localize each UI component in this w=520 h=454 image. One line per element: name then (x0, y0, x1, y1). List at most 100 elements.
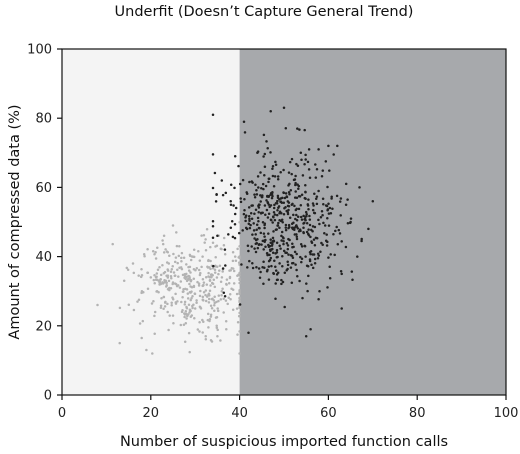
data-point (201, 295, 205, 299)
data-point (344, 245, 348, 249)
data-point (247, 331, 250, 334)
data-point (208, 319, 211, 323)
data-point (229, 183, 233, 186)
data-point (267, 180, 270, 184)
data-point (247, 214, 251, 218)
data-point (205, 295, 209, 298)
data-point (321, 169, 325, 172)
data-point (300, 193, 304, 197)
data-point (320, 209, 324, 213)
data-point (208, 294, 211, 297)
data-point (236, 247, 239, 251)
data-point (262, 248, 265, 251)
data-point (220, 276, 224, 279)
data-point (262, 232, 266, 235)
data-point (306, 204, 310, 207)
data-point (216, 328, 219, 332)
data-point (217, 294, 221, 297)
data-point (241, 229, 244, 232)
data-point (136, 300, 139, 303)
data-point (281, 196, 284, 200)
data-point (351, 278, 354, 281)
data-point (161, 281, 164, 284)
data-point (238, 262, 241, 265)
data-point (237, 164, 240, 168)
data-point (207, 258, 210, 262)
data-point (244, 219, 247, 223)
data-point (181, 296, 184, 299)
data-point (325, 204, 329, 208)
data-point (215, 324, 218, 327)
data-point (248, 226, 252, 230)
data-point (280, 282, 283, 286)
data-point (290, 157, 294, 161)
data-point (185, 288, 189, 291)
data-point (265, 140, 268, 143)
data-point (207, 326, 210, 329)
data-point (309, 235, 312, 239)
data-point (297, 207, 301, 211)
data-point (249, 223, 252, 227)
data-point (272, 215, 275, 219)
data-point (238, 290, 241, 294)
data-point (96, 303, 99, 307)
data-point (256, 175, 260, 178)
data-point (265, 199, 268, 202)
data-point (272, 272, 276, 276)
data-point (190, 296, 193, 300)
data-point (151, 249, 155, 253)
data-point (201, 255, 204, 258)
data-point (326, 185, 329, 189)
data-point (199, 271, 202, 275)
data-point (220, 247, 223, 251)
data-point (262, 187, 265, 191)
data-point (212, 278, 216, 282)
data-point (180, 251, 184, 255)
data-point (327, 144, 330, 148)
data-point (262, 282, 265, 285)
data-point (207, 301, 211, 304)
data-point (201, 278, 205, 281)
data-point (316, 256, 320, 260)
data-point (232, 269, 236, 273)
data-point (238, 271, 241, 275)
data-point (358, 186, 361, 189)
data-point (286, 247, 290, 251)
data-point (269, 204, 273, 207)
data-point (328, 277, 332, 280)
data-point (189, 258, 193, 262)
data-point (198, 330, 201, 333)
data-point (235, 292, 239, 296)
data-point (256, 151, 259, 155)
data-point (294, 263, 297, 266)
data-point (149, 276, 153, 279)
data-point (195, 299, 198, 302)
data-point (238, 303, 242, 306)
data-point (166, 302, 169, 306)
data-point (308, 214, 311, 218)
data-point (278, 244, 281, 247)
data-point (285, 242, 289, 245)
data-point (267, 278, 271, 281)
data-point (262, 133, 266, 137)
data-point (153, 253, 156, 256)
data-point (219, 280, 223, 284)
data-point (198, 321, 201, 324)
data-point (213, 285, 217, 289)
data-point (271, 190, 274, 194)
data-point (166, 310, 169, 314)
data-point (302, 214, 305, 218)
data-point (304, 218, 307, 222)
data-point (221, 270, 224, 273)
data-point (305, 230, 309, 234)
data-point (280, 234, 283, 238)
data-point (316, 252, 320, 256)
data-point (216, 334, 219, 338)
data-point (307, 168, 311, 171)
data-point (180, 256, 183, 260)
data-point (224, 191, 228, 195)
data-point (202, 291, 206, 294)
data-point (271, 164, 275, 168)
data-point (205, 228, 209, 231)
data-point (350, 270, 354, 273)
